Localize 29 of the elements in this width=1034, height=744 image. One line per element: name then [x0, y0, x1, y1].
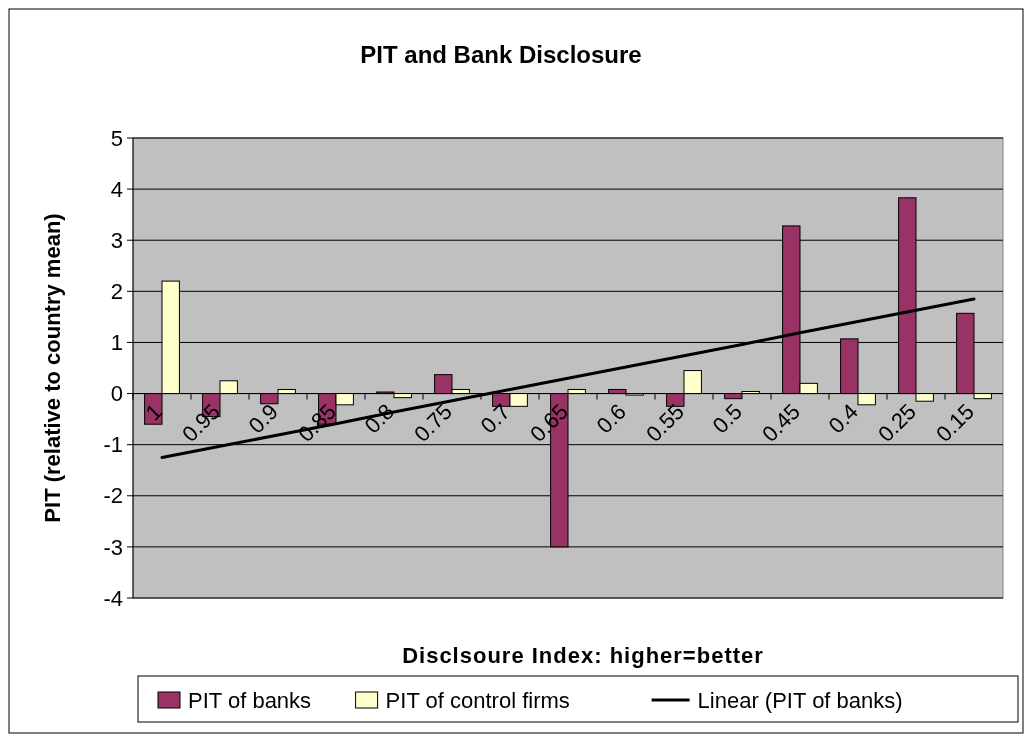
y-tick-label: 5: [110, 125, 123, 151]
x-tick-label: 0.9: [243, 398, 283, 439]
y-tick-label: 1: [110, 330, 123, 356]
y-tick-label: 2: [110, 279, 123, 305]
y-tick-label: 3: [110, 227, 123, 253]
x-tick-label: 0.15: [931, 398, 979, 447]
x-tick-label: 0.6: [591, 398, 631, 439]
x-tick-label: 0.95: [177, 398, 225, 447]
x-tick-label: 1: [140, 398, 167, 426]
x-tick-label: 0.65: [525, 398, 573, 447]
y-tick-label: -1: [103, 432, 123, 458]
legend-label: Linear (PIT of banks): [697, 687, 903, 713]
x-tick-label: 0.25: [873, 398, 921, 447]
y-tick-label: -4: [103, 585, 123, 611]
y-tick-label: 0: [110, 381, 123, 407]
x-tick-label: 0.75: [409, 398, 457, 447]
x-tick-label: 0.55: [641, 398, 689, 447]
x-tick-label: 0.45: [757, 398, 805, 447]
legend-label: PIT of control firms: [385, 687, 570, 713]
y-tick-label: -3: [103, 534, 123, 560]
chart-title: PIT and Bank Disclosure: [360, 41, 642, 68]
x-tick-label: 0.5: [707, 398, 747, 439]
y-tick-label: -2: [103, 483, 123, 509]
x-axis-title: Disclsoure Index: higher=better: [402, 643, 764, 668]
legend-label: PIT of banks: [188, 687, 312, 713]
y-axis-title: PIT (relative to country mean): [40, 213, 65, 523]
x-tick-label: 0.4: [823, 398, 863, 439]
x-tick-label: 0.7: [475, 398, 515, 439]
y-tick-label: 4: [110, 176, 123, 202]
